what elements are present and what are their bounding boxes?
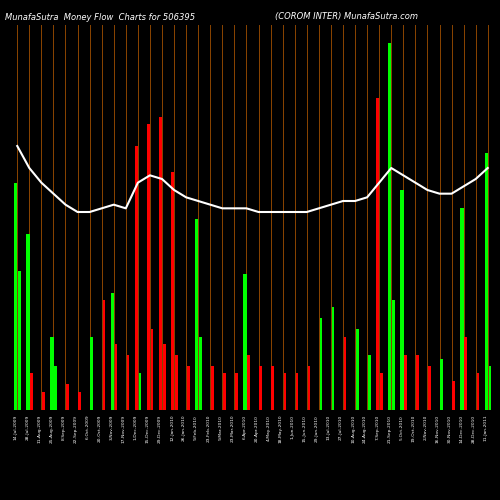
Bar <box>211 366 214 410</box>
Bar <box>175 355 178 410</box>
Bar <box>248 355 250 410</box>
Bar <box>223 374 226 410</box>
Bar <box>320 318 322 410</box>
Bar <box>54 366 57 410</box>
Bar <box>163 344 166 410</box>
Bar <box>90 336 93 410</box>
Bar <box>159 116 162 410</box>
Bar <box>400 190 404 410</box>
Bar <box>308 366 310 410</box>
Bar <box>171 172 174 410</box>
Bar <box>460 208 464 410</box>
Bar <box>440 358 443 410</box>
Bar <box>488 366 492 410</box>
Bar <box>114 344 117 410</box>
Bar <box>50 336 53 410</box>
Bar <box>344 336 346 410</box>
Bar <box>416 355 419 410</box>
Bar <box>187 366 190 410</box>
Bar <box>464 336 467 410</box>
Bar <box>284 374 286 410</box>
Bar <box>452 380 455 410</box>
Bar <box>368 355 370 410</box>
Bar <box>476 374 479 410</box>
Bar <box>260 366 262 410</box>
Bar <box>14 182 18 410</box>
Bar <box>404 355 407 410</box>
Bar <box>138 374 141 410</box>
Bar <box>388 44 392 410</box>
Bar <box>332 308 334 410</box>
Bar <box>199 336 202 410</box>
Bar <box>235 374 238 410</box>
Bar <box>484 154 488 410</box>
Bar <box>110 292 114 410</box>
Bar <box>18 270 21 410</box>
Bar <box>272 366 274 410</box>
Bar <box>376 98 380 410</box>
Bar <box>126 355 130 410</box>
Bar <box>147 124 150 410</box>
Bar <box>66 384 69 410</box>
Bar <box>195 220 198 410</box>
Bar <box>296 374 298 410</box>
Bar <box>151 330 154 410</box>
Bar <box>102 300 105 410</box>
Bar <box>30 374 33 410</box>
Bar <box>134 146 138 410</box>
Bar <box>244 274 246 410</box>
Bar <box>42 392 45 410</box>
Bar <box>428 366 431 410</box>
Text: MunafaSutra  Money Flow  Charts for 506395: MunafaSutra Money Flow Charts for 506395 <box>5 12 195 22</box>
Bar <box>26 234 30 410</box>
Bar <box>78 392 81 410</box>
Bar <box>356 330 358 410</box>
Text: (COROM INTER) MunafaSutra.com: (COROM INTER) MunafaSutra.com <box>275 12 418 22</box>
Bar <box>380 374 382 410</box>
Bar <box>392 300 394 410</box>
